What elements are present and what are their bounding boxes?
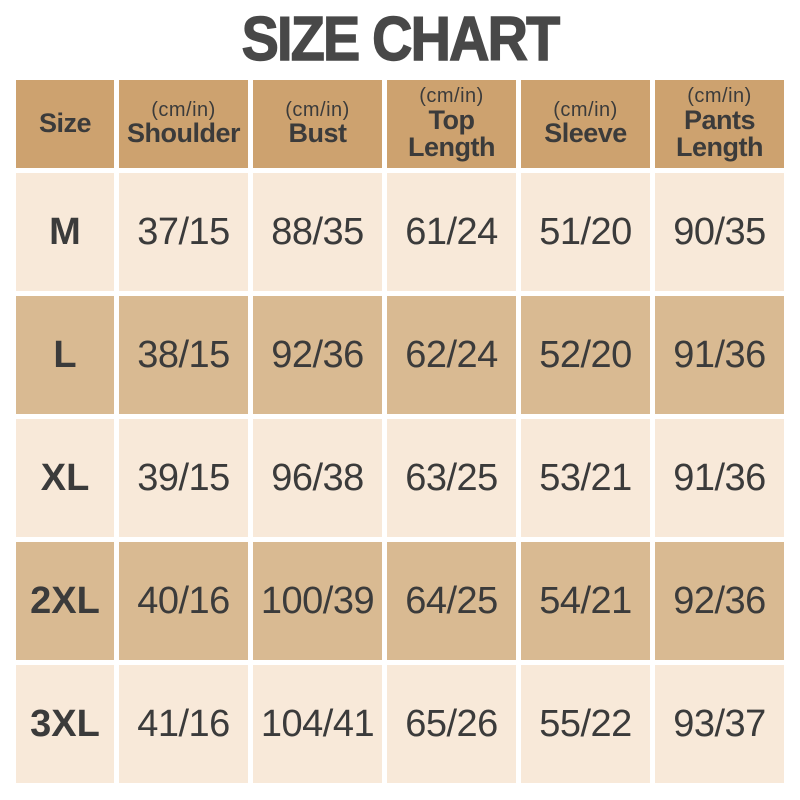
header-cell-top-length: (cm/in) Top Length	[387, 80, 516, 168]
header-unit: (cm/in)	[687, 85, 752, 108]
header-unit: (cm/in)	[419, 85, 484, 108]
header-label: Shoulder	[126, 118, 241, 149]
measurement-cell: 40/16	[119, 542, 248, 660]
measurement-cell: 96/38	[253, 419, 382, 537]
table-row-2xl: 2XL 40/16 100/39 64/25 54/21 92/36	[16, 542, 784, 660]
size-cell: XL	[16, 419, 114, 537]
measurement-cell: 65/26	[387, 665, 516, 783]
table-row-l: L 38/15 92/36 62/24 52/20 91/36	[16, 296, 784, 414]
header-row: Size (cm/in) Shoulder (cm/in) Bust	[16, 80, 784, 168]
measurement-cell: 62/24	[387, 296, 516, 414]
measurement-cell: 52/20	[521, 296, 650, 414]
measurement-cell: 54/21	[521, 542, 650, 660]
header-label: Size	[38, 108, 92, 139]
measurement-cell: 92/36	[253, 296, 382, 414]
measurement-cell: 91/36	[655, 296, 784, 414]
size-chart-table: Size (cm/in) Shoulder (cm/in) Bust	[11, 75, 789, 788]
header-cell-shoulder: (cm/in) Shoulder	[119, 80, 248, 168]
measurement-cell: 38/15	[119, 296, 248, 414]
size-cell: M	[16, 173, 114, 291]
measurement-cell: 90/35	[655, 173, 784, 291]
header-label: Pants Length	[676, 104, 763, 163]
measurement-cell: 100/39	[253, 542, 382, 660]
measurement-cell: 104/41	[253, 665, 382, 783]
measurement-cell: 93/37	[655, 665, 784, 783]
table-row-xl: XL 39/15 96/38 63/25 53/21 91/36	[16, 419, 784, 537]
measurement-cell: 92/36	[655, 542, 784, 660]
table-row-3xl: 3XL 41/16 104/41 65/26 55/22 93/37	[16, 665, 784, 783]
header-cell-bust: (cm/in) Bust	[253, 80, 382, 168]
measurement-cell: 37/15	[119, 173, 248, 291]
measurement-cell: 61/24	[387, 173, 516, 291]
measurement-cell: 39/15	[119, 419, 248, 537]
header-cell-pants-length: (cm/in) Pants Length	[655, 80, 784, 168]
header-unit: (cm/in)	[151, 99, 216, 122]
header-unit: (cm/in)	[553, 99, 618, 122]
size-cell: L	[16, 296, 114, 414]
page-title: SIZE CHART	[241, 4, 561, 74]
size-cell: 2XL	[16, 542, 114, 660]
measurement-cell: 53/21	[521, 419, 650, 537]
header-cell-size: Size	[16, 80, 114, 168]
table-row-m: M 37/15 88/35 61/24 51/20 90/35	[16, 173, 784, 291]
measurement-cell: 88/35	[253, 173, 382, 291]
measurement-cell: 63/25	[387, 419, 516, 537]
measurement-cell: 64/25	[387, 542, 516, 660]
size-cell: 3XL	[16, 665, 114, 783]
measurement-cell: 51/20	[521, 173, 650, 291]
header-label: Top Length	[408, 104, 495, 163]
measurement-cell: 41/16	[119, 665, 248, 783]
measurement-cell: 55/22	[521, 665, 650, 783]
header-unit: (cm/in)	[285, 99, 350, 122]
header-cell-sleeve: (cm/in) Sleeve	[521, 80, 650, 168]
header-label: Bust	[288, 118, 348, 149]
header-label: Sleeve	[544, 118, 627, 149]
measurement-cell: 91/36	[655, 419, 784, 537]
